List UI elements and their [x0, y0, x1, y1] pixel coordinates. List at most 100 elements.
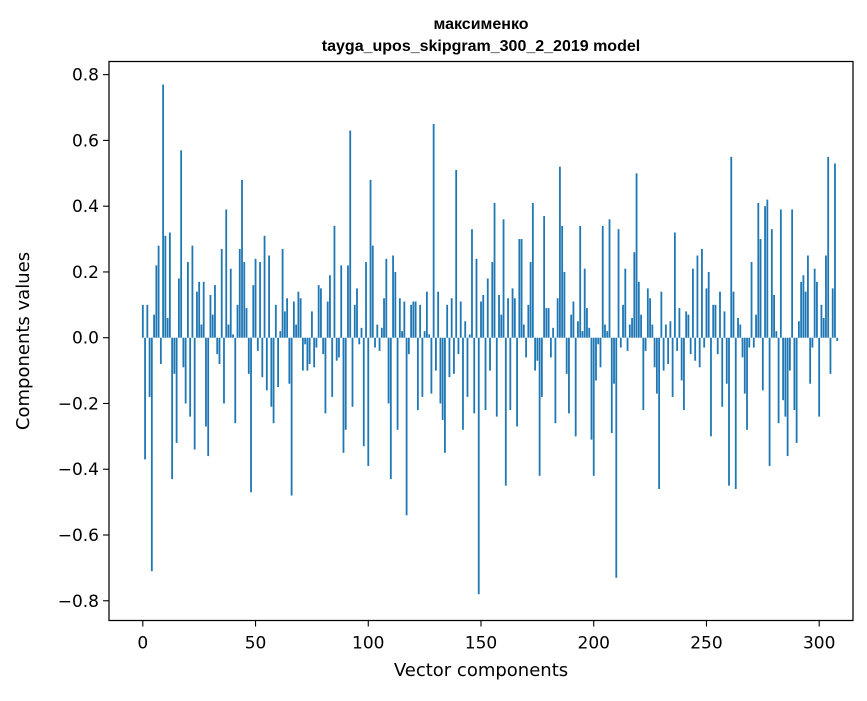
bar-111 [392, 255, 394, 338]
bar-122 [416, 337, 419, 411]
bar-164 [511, 288, 514, 338]
bar-34 [218, 337, 221, 365]
bar-220 [637, 281, 640, 338]
bar-20 [187, 262, 189, 338]
bar-287 [788, 337, 791, 371]
bar-157 [495, 337, 498, 417]
bar-38 [227, 324, 230, 338]
bar-18 [182, 337, 185, 368]
bar-179 [545, 308, 548, 338]
bar-68 [295, 324, 298, 338]
bar-225 [649, 298, 651, 338]
bar-88 [340, 265, 343, 338]
bar-13 [171, 337, 174, 480]
bar-296 [809, 337, 812, 384]
y-tick-label-0: −0.8 [58, 592, 99, 612]
y-tick-label-1: −0.6 [58, 526, 99, 546]
bar-108 [385, 258, 388, 338]
bar-120 [412, 301, 415, 338]
x-tick-label-0: 0 [137, 634, 148, 654]
bar-36 [223, 337, 225, 404]
bar-107 [383, 298, 385, 338]
bar-232 [664, 324, 667, 338]
bar-242 [687, 314, 690, 338]
bar-21 [189, 337, 192, 417]
bar-290 [795, 337, 798, 443]
y-tick-label-7: 0.6 [72, 131, 99, 151]
bar-47 [247, 337, 250, 374]
bar-9 [162, 84, 165, 338]
bar-162 [507, 298, 509, 338]
bar-170 [525, 337, 527, 358]
bar-39 [229, 268, 232, 338]
bar-70 [299, 298, 302, 338]
bar-187 [563, 271, 566, 338]
bar-81 [324, 337, 327, 414]
bar-301 [820, 304, 823, 338]
bar-241 [685, 311, 688, 338]
bar-279 [770, 229, 773, 338]
bar-46 [245, 308, 248, 338]
bar-62 [281, 248, 284, 338]
bar-203 [599, 337, 602, 368]
bar-142 [462, 337, 464, 430]
bar-129 [432, 123, 435, 338]
bar-7 [157, 245, 160, 338]
bar-45 [243, 262, 246, 338]
bar-71 [301, 337, 304, 371]
y-tick-label-4: 0.0 [72, 329, 99, 349]
bar-51 [256, 337, 259, 351]
bar-228 [655, 337, 658, 394]
bar-278 [768, 337, 771, 466]
bar-96 [358, 337, 361, 345]
bar-286 [786, 337, 789, 457]
bar-135 [446, 304, 449, 338]
bar-199 [590, 337, 593, 440]
bar-43 [238, 248, 241, 338]
bar-293 [802, 275, 805, 338]
bar-270 [750, 262, 753, 338]
bar-284 [782, 337, 785, 401]
bar-114 [398, 298, 401, 338]
bar-124 [421, 337, 424, 397]
bar-299 [816, 281, 818, 338]
bar-226 [651, 324, 654, 338]
bar-94 [353, 304, 356, 338]
bar-59 [274, 304, 277, 338]
bar-192 [574, 337, 577, 437]
bar-130 [435, 337, 437, 371]
bar-258 [723, 311, 726, 338]
bar-239 [680, 337, 683, 381]
bar-57 [270, 337, 273, 407]
bar-180 [547, 308, 550, 338]
bar-272 [755, 314, 757, 338]
bar-76 [313, 337, 316, 368]
bar-190 [570, 314, 573, 338]
bar-208 [610, 337, 613, 434]
bar-304 [827, 156, 830, 338]
bar-259 [725, 337, 728, 384]
bar-50 [254, 258, 257, 338]
bar-165 [513, 298, 516, 338]
bar-90 [344, 337, 347, 430]
bar-115 [401, 331, 403, 338]
bar-15 [175, 337, 178, 443]
bar-291 [797, 321, 800, 338]
bar-215 [626, 337, 629, 351]
bar-249 [703, 337, 706, 348]
bar-53 [261, 337, 264, 378]
bar-223 [644, 337, 647, 351]
bar-263 [734, 337, 737, 489]
bar-106 [380, 327, 383, 338]
plot-frame [108, 60, 854, 622]
bar-55 [265, 337, 268, 391]
bar-211 [617, 229, 620, 338]
bar-167 [518, 239, 521, 338]
bar-237 [676, 337, 679, 351]
bar-212 [619, 337, 622, 348]
bar-25 [198, 281, 201, 338]
bar-141 [459, 301, 462, 338]
bar-294 [804, 291, 807, 338]
x-tick-label-1: 50 [245, 634, 267, 654]
